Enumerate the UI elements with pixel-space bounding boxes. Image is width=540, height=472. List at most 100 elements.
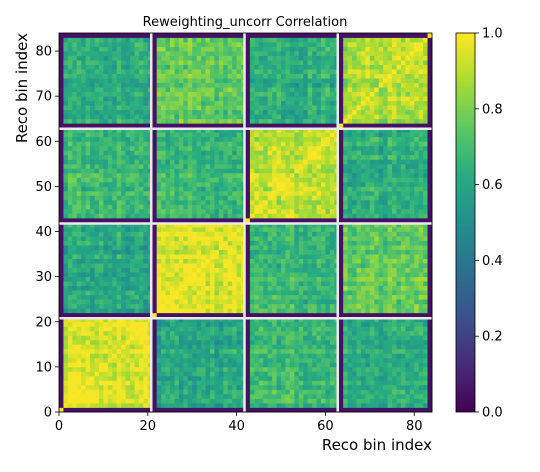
heatmap-cell xyxy=(307,402,313,408)
heatmap-cell xyxy=(112,299,118,305)
heatmap-cell xyxy=(156,389,162,395)
heatmap-cell xyxy=(165,330,171,336)
heatmap-cell xyxy=(209,55,215,61)
heatmap-cell xyxy=(76,384,82,390)
heatmap-cell xyxy=(103,285,109,291)
heatmap-cell xyxy=(90,371,95,377)
heatmap-cell xyxy=(107,222,113,228)
heatmap-cell xyxy=(187,227,193,232)
heatmap-cell xyxy=(161,317,166,323)
heatmap-cell xyxy=(312,398,317,404)
heatmap-cell xyxy=(263,366,269,372)
heatmap-cell xyxy=(116,37,122,43)
heatmap-cell xyxy=(165,69,171,75)
heatmap-cell xyxy=(107,402,113,408)
heatmap-cell xyxy=(258,303,264,309)
heatmap-cell xyxy=(316,398,322,404)
heatmap-cell xyxy=(209,132,215,138)
heatmap-cell xyxy=(249,240,255,246)
heatmap-cell xyxy=(272,114,277,120)
heatmap-cell xyxy=(161,254,166,259)
heatmap-cell xyxy=(143,136,149,142)
heatmap-cell xyxy=(214,326,220,332)
heatmap-cell xyxy=(249,132,255,138)
heatmap-cell xyxy=(98,141,104,147)
heatmap-cell xyxy=(183,321,189,327)
heatmap-cell xyxy=(227,249,233,255)
heatmap-cell xyxy=(130,159,135,165)
heatmap-cell xyxy=(320,317,326,323)
heatmap-cell xyxy=(134,114,140,120)
heatmap-cell xyxy=(192,299,198,305)
heatmap-cell xyxy=(223,163,229,169)
heatmap-cell xyxy=(312,154,317,160)
heatmap-cell xyxy=(281,69,286,75)
heatmap-cell xyxy=(312,249,317,255)
heatmap-cell xyxy=(303,245,309,250)
heatmap-cell xyxy=(85,136,91,142)
heatmap-cell xyxy=(267,46,273,52)
heatmap-cell xyxy=(267,357,273,363)
heatmap-cell xyxy=(272,402,277,408)
heatmap-cell xyxy=(294,109,300,115)
heatmap-cell xyxy=(98,263,104,269)
heatmap-cell xyxy=(227,123,233,129)
heatmap-cell xyxy=(263,114,269,120)
heatmap-cell xyxy=(312,208,317,214)
heatmap-cell xyxy=(276,87,282,93)
heatmap-cell xyxy=(209,303,215,309)
heatmap-cell xyxy=(312,380,317,386)
heatmap-cell xyxy=(187,172,193,178)
heatmap-cell xyxy=(263,136,269,142)
heatmap-cell xyxy=(267,384,273,390)
heatmap-cell xyxy=(107,60,113,65)
heatmap-cell xyxy=(161,348,166,354)
heatmap-cell xyxy=(320,330,326,336)
heatmap-cell xyxy=(285,353,291,359)
heatmap-cell xyxy=(152,254,158,259)
heatmap-cell xyxy=(178,177,184,183)
heatmap-cell xyxy=(294,290,300,296)
heatmap-cell xyxy=(289,172,295,178)
heatmap-cell xyxy=(267,73,273,79)
heatmap-cell xyxy=(156,393,162,399)
heatmap-cell xyxy=(227,105,233,111)
heatmap-cell xyxy=(138,366,144,372)
heatmap-cell xyxy=(161,258,166,264)
heatmap-cell xyxy=(298,64,304,70)
heatmap-cell xyxy=(267,362,273,368)
heatmap-cell xyxy=(76,154,82,160)
heatmap-cell xyxy=(161,272,166,278)
heatmap-cell xyxy=(156,123,162,129)
heatmap-cell xyxy=(254,371,260,377)
heatmap-cell xyxy=(125,353,131,359)
heatmap-cell xyxy=(170,222,175,228)
heatmap-cell xyxy=(174,186,180,192)
heatmap-cell xyxy=(196,51,202,56)
heatmap-cell xyxy=(254,154,260,160)
heatmap-cell xyxy=(134,109,140,115)
heatmap-cell xyxy=(72,186,78,192)
heatmap-cell xyxy=(143,69,149,75)
heatmap-cell xyxy=(245,362,251,368)
heatmap-cell xyxy=(312,389,317,395)
heatmap-cell xyxy=(205,51,211,56)
heatmap-cell xyxy=(276,308,282,314)
heatmap-cell xyxy=(134,172,140,178)
heatmap-cell xyxy=(223,217,229,223)
heatmap-cell xyxy=(254,402,260,408)
heatmap-cell xyxy=(223,136,229,142)
heatmap-cell xyxy=(307,60,313,65)
heatmap-cell xyxy=(85,123,91,129)
heatmap-cell xyxy=(267,204,273,210)
heatmap-cell xyxy=(205,37,211,43)
heatmap-cell xyxy=(152,272,158,278)
heatmap-cell xyxy=(236,371,242,377)
heatmap-cell xyxy=(236,114,242,120)
heatmap-cell xyxy=(294,236,300,241)
heatmap-cell xyxy=(218,240,224,246)
heatmap-cell xyxy=(125,217,131,223)
heatmap-cell xyxy=(303,87,309,93)
heatmap-cell xyxy=(90,272,95,278)
heatmap-cell xyxy=(170,141,175,147)
